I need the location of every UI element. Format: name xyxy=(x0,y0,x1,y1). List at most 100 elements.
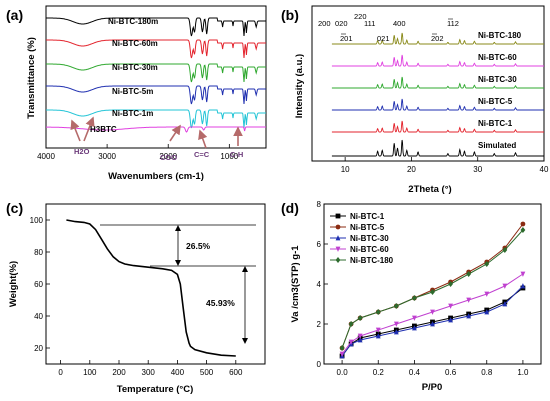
h2o-arrow-2 xyxy=(83,116,95,142)
d-legend-marker-0 xyxy=(335,213,341,219)
c-ytick-label-4: 100 xyxy=(30,216,44,225)
d-legend-label-1: Ni-BTC-5 xyxy=(350,223,385,232)
loss-arrow-1-head-down xyxy=(175,260,181,266)
d-point-2-10 xyxy=(502,301,508,307)
d-point-3-1 xyxy=(348,339,354,345)
h2o-label: H2O xyxy=(74,147,90,156)
ch-label: C-H xyxy=(230,150,243,159)
c-xtick-label-4: 400 xyxy=(171,368,185,377)
c-ytick-label-0: 20 xyxy=(34,344,43,353)
d-point-1-11 xyxy=(520,221,526,227)
d-point-3-11 xyxy=(520,271,526,277)
d-point-4-8 xyxy=(466,271,472,277)
d-point-3-7 xyxy=(448,303,453,309)
d-point-4-5 xyxy=(412,295,417,301)
c-tga-line xyxy=(66,219,236,357)
c-xtick-label-1: 100 xyxy=(83,368,97,377)
panel-a: (a) Ni-BTC-180mNi-BTC-60mNi-BTC-30mNi-BT… xyxy=(6,5,267,182)
d-ytick-label-4: 8 xyxy=(317,200,322,209)
d-ytick-label-0: 0 xyxy=(317,360,322,369)
d-point-3-5 xyxy=(412,315,417,321)
d-legend-marker-1 xyxy=(335,224,341,230)
c-ytick-label-2: 60 xyxy=(34,280,43,289)
a-series-label-4: Ni-BTC-1m xyxy=(112,109,153,118)
d-xtick-label-1: 0.2 xyxy=(373,368,385,377)
panel-a-label: (a) xyxy=(6,7,23,23)
c-ytick-label-1: 40 xyxy=(34,312,43,321)
d-point-4-7 xyxy=(448,281,453,287)
b-series-line-4 xyxy=(331,120,544,133)
panel-a-annotations: H2O COO C=C C-H xyxy=(70,116,243,162)
panel-c-ticks: 0 100 200 300 400 500 600 20 40 60 80 100 xyxy=(30,216,243,377)
panel-d-series xyxy=(339,221,526,359)
loss-arrow-2-head-down xyxy=(242,338,248,344)
coo-label: COO xyxy=(160,153,177,162)
d-point-4-0 xyxy=(339,345,345,351)
a-xtick-label-3: 1000 xyxy=(220,152,238,161)
b-series-label-4: Ni-BTC-1 xyxy=(478,119,513,128)
c-xtick-label-6: 600 xyxy=(229,368,243,377)
a-series-label-2: Ni-BTC-30m xyxy=(112,63,158,72)
panel-a-ylabel: Transmittance (%) xyxy=(26,37,37,119)
coo-arrow xyxy=(169,124,181,142)
a-series-line-0 xyxy=(46,17,266,37)
b-plane-label-8: 112 xyxy=(447,19,459,28)
panel-c-loss-markers: 26.5% 45.93% xyxy=(100,224,256,344)
panel-c-xlabel: Temperature (°C) xyxy=(117,384,193,395)
d-point-4-6 xyxy=(430,289,435,295)
d-point-2-4 xyxy=(393,329,399,335)
a-xtick-label-0: 4000 xyxy=(37,152,55,161)
d-point-3-9 xyxy=(484,291,490,297)
d-point-4-3 xyxy=(375,309,381,315)
d-point-3-2 xyxy=(357,333,363,339)
panel-c-label: (c) xyxy=(6,200,23,216)
loss-label-2: 45.93% xyxy=(206,298,235,308)
d-series-line-3 xyxy=(341,273,524,355)
a-series-label-5: H3BTC xyxy=(90,125,117,134)
d-point-2-2 xyxy=(357,337,363,343)
b-series-label-1: Ni-BTC-60 xyxy=(478,53,517,62)
b-series-label-2: Ni-BTC-30 xyxy=(478,75,517,84)
a-series-label-1: Ni-BTC-60m xyxy=(112,39,158,48)
panel-b-label: (b) xyxy=(281,7,299,23)
panel-a-xticks: 4000 3000 2000 1000 xyxy=(37,144,239,161)
panel-d-xlabel: P/P0 xyxy=(422,382,443,393)
panel-a-series-labels: Ni-BTC-180m Ni-BTC-60m Ni-BTC-30m Ni-BTC-5m… xyxy=(90,17,158,134)
b-plane-label-6: 400 xyxy=(393,19,406,28)
c-xtick-label-5: 500 xyxy=(200,368,214,377)
b-series-label-0: Ni-BTC-180 xyxy=(478,31,522,40)
b-plane-label-7: 202 xyxy=(431,34,444,43)
d-point-3-4 xyxy=(393,321,399,327)
panel-d-legend: Ni-BTC-1 Ni-BTC-5 Ni-BTC-30 Ni-BTC-60 Ni-BTC… xyxy=(330,212,394,265)
b-series-line-5 xyxy=(331,139,544,157)
d-point-2-6 xyxy=(430,321,435,327)
d-point-3-3 xyxy=(375,327,381,333)
panel-d-ticks: 0.0 0.2 0.4 0.6 0.8 1.0 0 2 4 6 8 xyxy=(317,200,529,377)
panel-a-series xyxy=(46,17,266,133)
b-plane-label-4: 111 xyxy=(364,19,375,28)
b-series-label-3: Ni-BTC-5 xyxy=(478,97,513,106)
d-ytick-label-3: 6 xyxy=(317,240,322,249)
d-xtick-label-5: 1.0 xyxy=(517,368,529,377)
a-series-line-3 xyxy=(46,85,266,105)
d-legend-label-0: Ni-BTC-1 xyxy=(350,212,385,221)
panel-a-frame xyxy=(45,5,267,149)
a-series-line-2 xyxy=(46,63,266,83)
b-plane-label-2: 201 xyxy=(340,34,353,43)
d-ytick-label-2: 4 xyxy=(317,280,322,289)
b-series-line-0 xyxy=(331,32,544,45)
b-series-line-2 xyxy=(331,76,544,89)
a-series-line-4 xyxy=(46,109,266,129)
a-xtick-label-2: 2000 xyxy=(159,152,177,161)
panel-a-xlabel: Wavenumbers (cm-1) xyxy=(108,171,204,182)
b-plane-label-1: 020 xyxy=(335,19,348,28)
d-point-4-11 xyxy=(520,227,526,233)
panel-b-series xyxy=(331,32,544,157)
b-series-line-3 xyxy=(331,98,544,111)
loss-arrow-2-head-up xyxy=(242,266,248,272)
a-series-line-1 xyxy=(46,39,266,59)
panel-b-ylabel: Intensity (a.u.) xyxy=(294,54,305,118)
panel-c-frame xyxy=(45,203,266,365)
d-legend-marker-2 xyxy=(335,235,341,241)
